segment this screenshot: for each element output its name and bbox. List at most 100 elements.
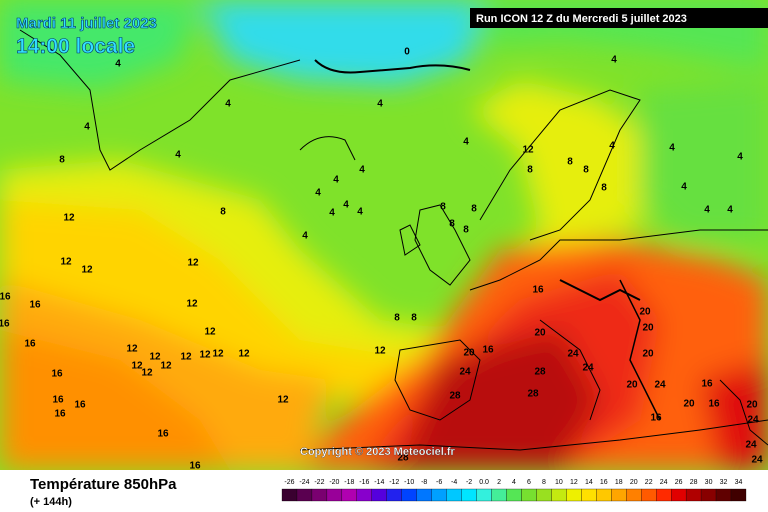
legend-swatch bbox=[626, 488, 642, 502]
contour-label: 12 bbox=[60, 257, 72, 268]
contour-label: 8 bbox=[440, 202, 446, 213]
legend-swatch bbox=[730, 488, 747, 502]
contour-label: 24 bbox=[582, 363, 594, 374]
footer-title: Température 850hPa bbox=[30, 476, 177, 493]
legend-swatch bbox=[491, 488, 507, 502]
contour-label: 20 bbox=[642, 323, 654, 334]
contour-label: 4 bbox=[611, 55, 617, 66]
legend-swatch bbox=[715, 488, 732, 502]
contour-label: 20 bbox=[642, 349, 654, 360]
contour-label: 4 bbox=[225, 99, 231, 110]
legend-swatch bbox=[401, 488, 417, 502]
legend-swatch bbox=[536, 488, 552, 502]
legend-tick-label: 6 bbox=[527, 479, 531, 486]
contour-label: 4 bbox=[333, 175, 339, 186]
contour-label: 0 bbox=[404, 47, 410, 58]
contour-label: 4 bbox=[343, 200, 349, 211]
legend-tick-label: -20 bbox=[329, 479, 339, 486]
contour-label: 12 bbox=[141, 368, 153, 379]
run-box bbox=[470, 8, 768, 28]
contour-label: 8 bbox=[527, 165, 533, 176]
contour-label: 16 bbox=[0, 292, 11, 303]
contour-label: 24 bbox=[459, 367, 471, 378]
contour-label: 4 bbox=[175, 150, 181, 161]
legend-swatch bbox=[341, 488, 357, 502]
contour-label: 16 bbox=[54, 409, 66, 420]
contour-label: 24 bbox=[751, 455, 763, 466]
legend-tick-label: 0.0 bbox=[479, 479, 489, 486]
contour-label: 20 bbox=[639, 307, 651, 318]
legend-tick-label: 2 bbox=[497, 479, 501, 486]
legend-tick-label: -10 bbox=[404, 479, 414, 486]
contour-label: 24 bbox=[745, 440, 757, 451]
contour-label: 4 bbox=[359, 165, 365, 176]
legend-tick-label: 22 bbox=[645, 479, 653, 486]
contour-label: 16 bbox=[51, 369, 63, 380]
contour-label: 12 bbox=[204, 327, 216, 338]
legend-tick-label: -22 bbox=[314, 479, 324, 486]
contour-label: 8 bbox=[449, 219, 455, 230]
contour-label: 8 bbox=[583, 165, 589, 176]
contour-label: 28 bbox=[449, 391, 461, 402]
legend-swatch bbox=[356, 488, 372, 502]
legend-tick-label: 12 bbox=[570, 479, 578, 486]
legend-tick-label: 14 bbox=[585, 479, 593, 486]
legend-swatch bbox=[521, 488, 537, 502]
contour-label: 8 bbox=[394, 313, 400, 324]
contour-label: 16 bbox=[532, 285, 544, 296]
contour-label: 28 bbox=[397, 453, 409, 464]
legend-tick-label: -26 bbox=[284, 479, 294, 486]
contour-label: 16 bbox=[189, 461, 201, 472]
contour-label: 12 bbox=[149, 352, 161, 363]
forecast-date: Mardi 11 juillet 2023 bbox=[16, 15, 157, 32]
legend-tick-label: 32 bbox=[720, 479, 728, 486]
contour-label: 16 bbox=[701, 379, 713, 390]
contour-label: 8 bbox=[59, 155, 65, 166]
contour-label: 4 bbox=[377, 99, 383, 110]
legend-swatch bbox=[476, 488, 492, 502]
contour-label: 12 bbox=[186, 299, 198, 310]
contour-label: 16 bbox=[708, 399, 720, 410]
legend-swatch bbox=[311, 488, 328, 502]
legend-swatch bbox=[596, 488, 612, 502]
contour-label: 4 bbox=[737, 152, 743, 163]
contour-label: 8 bbox=[471, 204, 477, 215]
legend-tick-label: -2 bbox=[466, 479, 472, 486]
contour-label: 16 bbox=[0, 319, 10, 330]
contour-label: 4 bbox=[609, 141, 615, 152]
forecast-range: (+ 144h) bbox=[30, 496, 72, 508]
contour-label: 12 bbox=[187, 258, 199, 269]
legend-swatch bbox=[296, 488, 313, 502]
contour-label: 16 bbox=[24, 339, 36, 350]
contour-label: 28 bbox=[527, 389, 539, 400]
legend-swatch bbox=[386, 488, 402, 502]
local-time: 14:00 locale bbox=[16, 35, 135, 58]
legend-swatch bbox=[641, 488, 657, 502]
contour-label: 4 bbox=[357, 207, 363, 218]
contour-label: 12 bbox=[238, 349, 250, 360]
contour-label: 12 bbox=[374, 346, 386, 357]
contour-label: 16 bbox=[29, 300, 41, 311]
legend-tick-label: 26 bbox=[675, 479, 683, 486]
contour-label: 24 bbox=[654, 380, 666, 391]
legend-tick-label: 28 bbox=[690, 479, 698, 486]
contour-label: 12 bbox=[199, 350, 211, 361]
legend-tick-label: -8 bbox=[421, 479, 427, 486]
contour-label: 12 bbox=[180, 352, 192, 363]
contour-label: 12 bbox=[160, 361, 172, 372]
contour-label: 16 bbox=[157, 429, 169, 440]
legend-swatch bbox=[551, 488, 567, 502]
contour-label: 20 bbox=[463, 348, 475, 359]
contour-label: 8 bbox=[220, 207, 226, 218]
temperature-field bbox=[0, 0, 768, 470]
legend-swatch bbox=[326, 488, 343, 502]
contour-label: 16 bbox=[650, 413, 662, 424]
contour-label: 28 bbox=[534, 367, 546, 378]
contour-label: 20 bbox=[746, 400, 758, 411]
legend-swatch bbox=[685, 488, 702, 502]
legend-tick-label: -24 bbox=[299, 479, 309, 486]
contour-label: 4 bbox=[669, 143, 675, 154]
legend-tick-label: -14 bbox=[374, 479, 384, 486]
